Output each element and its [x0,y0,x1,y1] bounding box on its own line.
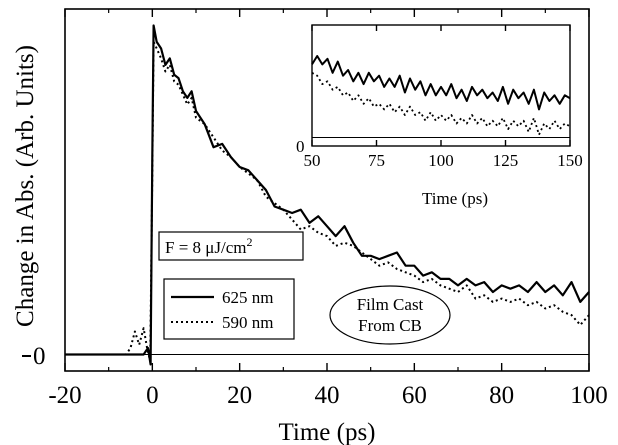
main-series-590-nm [65,40,590,363]
main-x-tick-label: 60 [402,382,427,409]
inset-x-tick-label: 150 [557,151,583,170]
main-y-axis-label: Change in Abs. (Arb. Units) [12,45,39,327]
main-series-625-nm [65,24,590,366]
main-series-group [65,24,590,366]
inset-series-group [311,55,571,136]
inset-plot-frame [311,24,571,147]
inset-x-tick-label: 100 [428,151,454,170]
legend-item-590nm: 590 nm [222,313,273,332]
legend-box [163,278,295,340]
main-x-tick-label: -20 [48,382,81,409]
sample-annotation-ellipse [329,285,451,345]
inset-x-tick-label: 50 [304,151,321,170]
main-x-ticks: -20 0 20 40 60 80 100 [48,9,608,409]
sample-label-line1: Film Cast [357,295,424,314]
main-x-tick-label: 40 [315,382,340,409]
main-x-tick-label: 20 [227,382,252,409]
fluence-label: F = 8 μJ/cm [165,238,247,257]
sample-label-line2: From CB [358,316,422,335]
fluence-annotation: F = 8 μJ/cm2 [165,235,253,257]
main-plot-frame [64,8,590,372]
inset-x-ticks: 50 75 100 125 150 [304,25,583,170]
inset-y-tick-label: 0 [296,137,305,156]
inset-x-axis-label: Time (ps) [422,189,488,208]
main-x-tick-label: 100 [570,382,608,409]
inset-x-tick-label: 125 [493,151,519,170]
main-x-tick-label: 0 [146,382,159,409]
main-y-tick-label: 0 [33,343,46,370]
fluence-superscript: 2 [247,235,253,249]
inset-series-590-nm [311,72,571,136]
fluence-annotation-box [158,231,304,261]
inset-series-625-nm [311,55,571,111]
legend-item-625nm: 625 nm [222,288,273,307]
main-x-axis-label: Time (ps) [278,419,375,445]
inset-x-tick-label: 75 [368,151,385,170]
main-x-tick-label: 80 [489,382,514,409]
